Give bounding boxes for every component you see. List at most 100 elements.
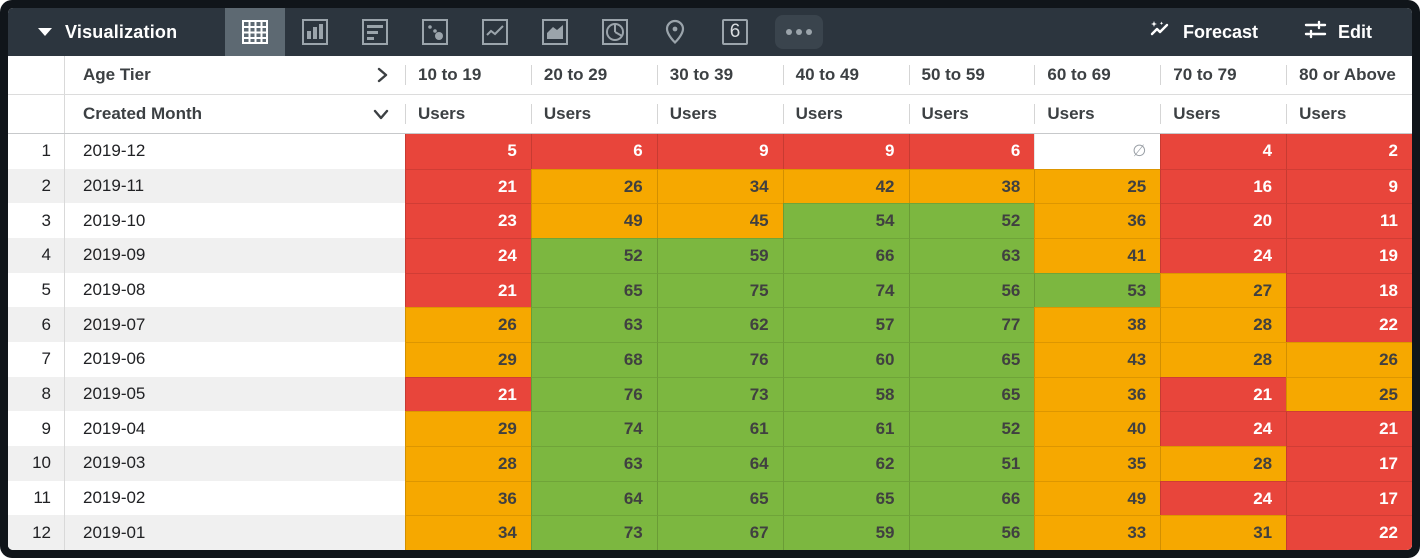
value-cell[interactable]: 18: [1286, 272, 1412, 308]
tab-single-value[interactable]: 6: [705, 8, 765, 56]
value-cell[interactable]: 74: [782, 272, 909, 308]
value-cell[interactable]: 28: [405, 446, 531, 481]
value-cell[interactable]: 58: [782, 376, 909, 412]
value-cell[interactable]: 61: [782, 411, 909, 447]
value-cell[interactable]: 17: [1286, 480, 1412, 516]
value-cell[interactable]: 34: [405, 515, 531, 550]
value-cell[interactable]: 22: [1286, 307, 1412, 343]
value-cell[interactable]: 45: [656, 203, 783, 239]
value-cell[interactable]: 66: [782, 238, 909, 273]
value-cell[interactable]: 66: [908, 480, 1035, 516]
created-month-cell[interactable]: 2019-04: [83, 418, 146, 438]
value-cell[interactable]: 9: [782, 134, 909, 169]
value-cell[interactable]: 51: [908, 446, 1035, 481]
value-cell[interactable]: 63: [908, 238, 1035, 273]
created-month-cell[interactable]: 2019-07: [65, 307, 405, 343]
value-cell[interactable]: 31: [1160, 515, 1287, 550]
value-cell[interactable]: 62: [782, 446, 909, 481]
tab-row-chart[interactable]: [345, 8, 405, 56]
value-cell[interactable]: 64: [656, 446, 783, 481]
value-cell[interactable]: 19: [1286, 238, 1412, 273]
value-cell[interactable]: 29: [405, 411, 531, 447]
edit-button[interactable]: Edit: [1280, 8, 1412, 56]
value-cell[interactable]: ∅: [1034, 134, 1161, 169]
row-field-header[interactable]: Created Month: [65, 95, 405, 133]
value-cell[interactable]: 2: [1286, 134, 1412, 169]
value-cell[interactable]: 34: [656, 168, 783, 204]
value-cell[interactable]: 75: [656, 272, 783, 308]
value-cell[interactable]: 63: [530, 307, 657, 343]
created-month-cell[interactable]: 2019-02: [83, 488, 146, 508]
value-cell[interactable]: 40: [1034, 411, 1161, 447]
value-cell[interactable]: 59: [782, 515, 909, 550]
value-cell[interactable]: 21: [1286, 411, 1412, 447]
measure-header[interactable]: Users: [1160, 95, 1286, 133]
value-cell[interactable]: 62: [656, 307, 783, 343]
value-cell[interactable]: 53: [1034, 272, 1161, 308]
pivot-field-header[interactable]: Age Tier: [65, 56, 405, 94]
value-cell[interactable]: 64: [530, 480, 657, 516]
value-cell[interactable]: 65: [530, 272, 657, 308]
created-month-cell[interactable]: 2019-08: [83, 280, 146, 300]
created-month-cell[interactable]: 2019-11: [65, 168, 405, 204]
pivot-column-header[interactable]: 80 or Above: [1286, 56, 1412, 94]
value-cell[interactable]: 73: [530, 515, 657, 550]
value-cell[interactable]: 67: [656, 515, 783, 550]
value-cell[interactable]: 63: [530, 446, 657, 481]
created-month-cell[interactable]: 2019-06: [83, 349, 146, 369]
value-cell[interactable]: 54: [782, 203, 909, 239]
tab-map[interactable]: [645, 8, 705, 56]
value-cell[interactable]: 38: [1034, 307, 1161, 343]
tab-pie-chart[interactable]: [585, 8, 645, 56]
value-cell[interactable]: 76: [656, 342, 783, 377]
created-month-cell[interactable]: 2019-09: [65, 238, 405, 273]
value-cell[interactable]: 5: [405, 134, 531, 169]
pivot-column-header[interactable]: 20 to 29: [531, 56, 657, 94]
value-cell[interactable]: 42: [782, 168, 909, 204]
value-cell[interactable]: 28: [1160, 307, 1287, 343]
value-cell[interactable]: 9: [1286, 168, 1412, 204]
chevron-down-icon[interactable]: [373, 107, 389, 121]
value-cell[interactable]: 49: [1034, 480, 1161, 516]
value-cell[interactable]: 28: [1160, 342, 1287, 377]
value-cell[interactable]: 22: [1286, 515, 1412, 550]
measure-header[interactable]: Users: [657, 95, 783, 133]
value-cell[interactable]: 49: [530, 203, 657, 239]
value-cell[interactable]: 23: [405, 203, 531, 239]
value-cell[interactable]: 21: [1160, 376, 1287, 412]
value-cell[interactable]: 24: [1160, 480, 1287, 516]
value-cell[interactable]: 24: [1160, 411, 1287, 447]
created-month-cell[interactable]: 2019-12: [83, 141, 146, 161]
pivot-column-header[interactable]: 30 to 39: [657, 56, 783, 94]
value-cell[interactable]: 21: [405, 376, 531, 412]
value-cell[interactable]: 36: [405, 480, 531, 516]
value-cell[interactable]: 17: [1286, 446, 1412, 481]
created-month-cell[interactable]: 2019-03: [65, 446, 405, 481]
value-cell[interactable]: 21: [405, 272, 531, 308]
value-cell[interactable]: 68: [530, 342, 657, 377]
value-cell[interactable]: 41: [1034, 238, 1161, 273]
value-cell[interactable]: 61: [656, 411, 783, 447]
measure-header[interactable]: Users: [531, 95, 657, 133]
value-cell[interactable]: 4: [1160, 134, 1287, 169]
value-cell[interactable]: 52: [530, 238, 657, 273]
value-cell[interactable]: 36: [1034, 203, 1161, 239]
value-cell[interactable]: 26: [405, 307, 531, 343]
value-cell[interactable]: 56: [908, 272, 1035, 308]
value-cell[interactable]: 24: [405, 238, 531, 273]
pivot-column-header[interactable]: 40 to 49: [783, 56, 909, 94]
created-month-cell[interactable]: 2019-05: [65, 376, 405, 412]
value-cell[interactable]: 26: [530, 168, 657, 204]
value-cell[interactable]: 33: [1034, 515, 1161, 550]
value-cell[interactable]: 6: [908, 134, 1035, 169]
forecast-button[interactable]: Forecast: [1125, 8, 1280, 56]
value-cell[interactable]: 38: [908, 168, 1035, 204]
created-month-cell[interactable]: 2019-10: [83, 210, 146, 230]
tab-scatter[interactable]: [405, 8, 465, 56]
tab-area-chart[interactable]: [525, 8, 585, 56]
pivot-column-header[interactable]: 50 to 59: [909, 56, 1035, 94]
pivot-column-header[interactable]: 60 to 69: [1034, 56, 1160, 94]
value-cell[interactable]: 27: [1160, 272, 1287, 308]
value-cell[interactable]: 36: [1034, 376, 1161, 412]
tab-line-chart[interactable]: [465, 8, 525, 56]
